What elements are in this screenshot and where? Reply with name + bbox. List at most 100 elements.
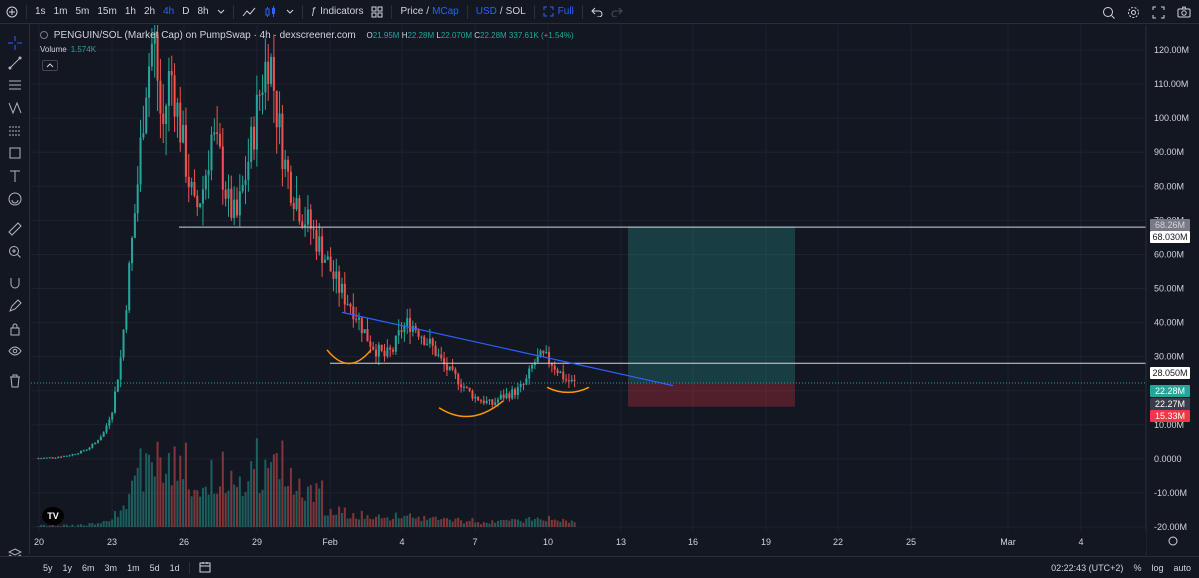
hide-drawings-tool[interactable] — [6, 342, 24, 360]
range-1d[interactable]: 1d — [169, 562, 180, 573]
range-6m[interactable]: 6m — [82, 562, 95, 573]
interval-1s[interactable]: 1s — [35, 6, 46, 17]
fullscreen-button[interactable]: Full — [539, 0, 578, 24]
remove-drawings-tool[interactable] — [6, 372, 24, 390]
candle-body — [241, 184, 244, 192]
icons-tool[interactable] — [6, 190, 24, 208]
stop-zone[interactable] — [628, 382, 795, 407]
settings-gear-icon[interactable] — [1127, 6, 1140, 19]
geometric-shapes-tool[interactable] — [6, 144, 24, 162]
fib-tool[interactable] — [6, 76, 24, 94]
interval-8h[interactable]: 8h — [197, 6, 209, 17]
candle-body — [71, 454, 74, 456]
log-toggle[interactable]: log — [1151, 563, 1164, 573]
redo-button[interactable] — [607, 0, 627, 24]
left-shoulder-curve[interactable] — [326, 349, 372, 365]
measure-tool[interactable] — [6, 220, 24, 238]
volume-bar — [43, 524, 46, 527]
candle-body — [116, 379, 119, 392]
range-1y[interactable]: 1y — [62, 562, 73, 573]
fullscreen-toggle-icon[interactable] — [1152, 6, 1165, 19]
volume-bar — [448, 519, 451, 527]
range-1m[interactable]: 1m — [127, 562, 140, 573]
interval-d[interactable]: D — [182, 6, 190, 17]
candle-body — [74, 454, 77, 456]
indicators-button[interactable]: ƒ Indicators — [307, 0, 368, 24]
time-tick-label: Mar — [1000, 537, 1016, 547]
candle-body — [270, 56, 273, 84]
candle-body — [443, 358, 446, 365]
pattern-tool[interactable] — [6, 99, 24, 117]
interval-dropdown[interactable] — [213, 0, 229, 24]
goto-date-button[interactable] — [194, 561, 216, 575]
target-zone[interactable] — [628, 226, 795, 383]
add-symbol-button[interactable] — [0, 0, 22, 24]
price-label-text: 28.050M — [1152, 368, 1187, 378]
volume-bar — [562, 518, 565, 527]
long-position-tool[interactable] — [628, 226, 795, 407]
low-value: 22.070M — [440, 31, 472, 40]
tradingview-logo[interactable]: TV — [42, 507, 64, 525]
legend-eye-icon[interactable] — [40, 31, 48, 40]
drawings-layer[interactable] — [31, 226, 1146, 418]
magnet-tool[interactable] — [6, 274, 24, 292]
candle-body — [400, 330, 403, 333]
currency-toggle[interactable]: USD / SOL — [472, 0, 530, 24]
quick-search-icon[interactable] — [1102, 6, 1115, 19]
candle-body — [567, 380, 570, 382]
percent-toggle[interactable]: % — [1133, 563, 1142, 573]
prediction-tool[interactable] — [6, 122, 24, 140]
price-axis-bg — [1146, 25, 1199, 555]
volume-bar — [409, 513, 412, 527]
zoom-tool[interactable] — [6, 243, 24, 261]
right-shoulder-curve[interactable] — [546, 386, 590, 394]
drawing-toolbar — [0, 24, 30, 562]
chart-type-button[interactable] — [238, 0, 260, 24]
price-chart[interactable]: 120.00M110.00M100.00M90.00M80.00M70.00M6… — [31, 25, 1199, 555]
range-3m[interactable]: 3m — [104, 562, 118, 573]
candle-body — [482, 400, 485, 404]
volume-bar — [287, 486, 290, 527]
lock-drawings-tool[interactable] — [6, 320, 24, 338]
camera-icon[interactable] — [1177, 6, 1191, 18]
descending-trendline[interactable] — [341, 311, 674, 387]
drawing-mode-tool[interactable] — [6, 297, 24, 315]
interval-4h[interactable]: 4h — [163, 6, 175, 17]
price-tick-label: 110.00M — [1154, 79, 1188, 89]
price-axis[interactable]: 120.00M110.00M100.00M90.00M80.00M70.00M6… — [1145, 25, 1199, 555]
volume-bar — [465, 521, 468, 527]
head-curve[interactable] — [438, 400, 504, 418]
interval-5m[interactable]: 5m — [75, 6, 90, 17]
range-5d[interactable]: 5d — [149, 562, 160, 573]
volume-bar — [207, 494, 210, 527]
text-tool[interactable] — [6, 167, 24, 185]
collapse-legend-button[interactable] — [42, 60, 58, 71]
interval-2h[interactable]: 2h — [143, 6, 156, 17]
top-toolbar: 1s 1m 5m 15m 1h 2h 4h D 8h ƒ Indicators … — [0, 0, 1199, 24]
volume-bar — [417, 516, 420, 527]
axis-settings-icon[interactable] — [1168, 536, 1178, 546]
clock-timezone[interactable]: 02:22:43 (UTC+2) — [1051, 563, 1124, 573]
interval-1m[interactable]: 1m — [53, 6, 68, 17]
symbol-title[interactable]: PENGUIN/SOL (Market Cap) on PumpSwap · 4… — [53, 30, 356, 41]
chart-type-dropdown[interactable] — [282, 0, 298, 24]
candle-type-button[interactable] — [260, 0, 282, 24]
candle-body — [389, 347, 392, 350]
candle-body — [479, 400, 482, 402]
undo-button[interactable] — [587, 0, 607, 24]
candle-body — [440, 354, 443, 359]
time-axis[interactable]: 20 23 26 29 Feb 4 7 10 13 16 19 22 25 Mar 4 — [31, 531, 1146, 553]
volume-bar — [216, 493, 219, 527]
price-label: Price — [400, 6, 424, 17]
layouts-button[interactable] — [367, 0, 387, 24]
high-label: H — [401, 31, 408, 40]
price-mcap-toggle[interactable]: Price / MCap — [396, 0, 462, 24]
range-5y[interactable]: 5y — [43, 562, 53, 573]
candle-body — [301, 221, 304, 227]
crosshair-tool[interactable] — [6, 34, 24, 52]
trendline-tool[interactable] — [6, 54, 24, 72]
interval-15m[interactable]: 15m — [97, 6, 117, 17]
price-label-tag: 68.030M — [1150, 231, 1190, 243]
auto-toggle[interactable]: auto — [1173, 563, 1191, 573]
interval-1h[interactable]: 1h — [124, 6, 136, 17]
